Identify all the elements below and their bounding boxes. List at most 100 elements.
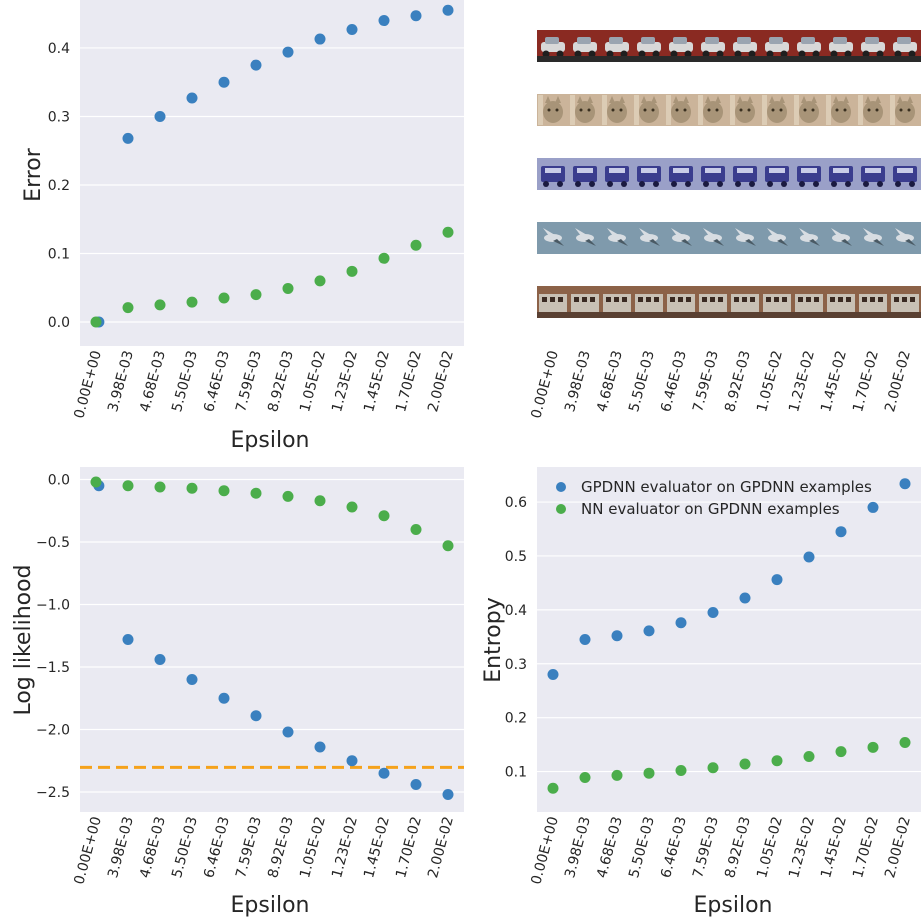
entropy-x-tick-label: 6.46E-03	[658, 815, 690, 880]
loglik-blue-point	[250, 710, 262, 722]
error-x-tick-label: 1.23E-02	[329, 349, 361, 414]
entropy-x-tick-label: 2.00E-02	[882, 815, 914, 880]
red-car-thumbnail	[697, 30, 729, 62]
blue-truck-thumbnail	[569, 158, 601, 190]
entropy-blue-point	[899, 478, 911, 490]
entropy-blue-point	[547, 669, 559, 681]
entropy-chart: 0.1 0.2 0.3 0.4 0.5 0.6 0.00E+00 3.98E-03 4.68E-…	[481, 467, 921, 918]
entropy-blue-point	[611, 630, 623, 642]
entropy-blue-point	[835, 526, 847, 538]
loglik-y-tick-label: −1.0	[36, 598, 70, 614]
blue-truck-thumbnail	[857, 158, 889, 190]
loglik-green-point	[346, 501, 358, 513]
entropy-blue-point	[771, 574, 783, 586]
loglik-x-tick-label: 4.68E-03	[137, 815, 169, 880]
error-x-tick-label: 1.70E-02	[393, 349, 425, 414]
blue-truck-thumbnail	[601, 158, 633, 190]
error-blue-point	[186, 92, 198, 104]
error-green-point	[122, 302, 134, 314]
loglik-blue-point	[378, 767, 390, 779]
image-strip-train	[537, 286, 921, 318]
error-green-point	[250, 289, 262, 301]
loglik-green-point	[250, 487, 262, 499]
cat-thumbnail	[889, 94, 921, 126]
entropy-green-point	[867, 741, 879, 753]
error-blue-point	[410, 10, 422, 22]
train-thumbnail	[729, 286, 761, 318]
bird-thumbnail	[569, 222, 601, 254]
entropy-green-point	[547, 782, 559, 794]
entropy-blue-point	[803, 551, 815, 563]
error-x-tick-label: 2.00E-02	[425, 349, 457, 414]
error-x-tick-label: 4.68E-03	[137, 349, 169, 414]
bird-thumbnail	[601, 222, 633, 254]
bird-thumbnail	[729, 222, 761, 254]
image-strip-x-tick-label: 3.98E-03	[562, 349, 594, 414]
loglik-y-tick-label: −0.5	[36, 535, 70, 551]
entropy-legend-label: NN evaluator on GPDNN examples	[581, 500, 840, 518]
entropy-x-tick-label: 5.50E-03	[626, 815, 658, 880]
loglik-blue-point	[122, 634, 134, 645]
error-green-point	[442, 226, 454, 238]
cat-thumbnail	[665, 94, 697, 126]
image-strip-x-tick-label: 7.59E-03	[690, 349, 722, 414]
train-thumbnail	[665, 286, 697, 318]
loglik-x-tick-label: 3.98E-03	[105, 815, 137, 880]
image-strip-cat	[537, 94, 921, 126]
loglik-y-tick-label: −2.0	[36, 723, 70, 739]
blue-truck-thumbnail	[825, 158, 857, 190]
loglik-x-tick-label: 0.00E+00	[71, 815, 104, 886]
cat-thumbnail	[761, 94, 793, 126]
error-blue-point	[218, 76, 230, 88]
cat-thumbnail	[569, 94, 601, 126]
blue-truck-thumbnail	[633, 158, 665, 190]
error-x-tick-label: 0.00E+00	[71, 349, 104, 420]
loglik-green-point	[314, 495, 326, 507]
red-car-thumbnail	[793, 30, 825, 62]
error-blue-point	[314, 33, 326, 45]
blue-truck-thumbnail	[793, 158, 825, 190]
red-car-thumbnail	[601, 30, 633, 62]
loglik-green-point	[282, 490, 294, 502]
log-likelihood-chart: 0.0 −0.5 −1.0 −1.5 −2.0 −2.50.00E+00 3.98E-03 4…	[11, 467, 464, 918]
entropy-blue-point	[579, 634, 591, 645]
loglik-blue-point	[410, 779, 422, 790]
image-strip-x-tick-label: 1.45E-02	[818, 349, 850, 414]
error-y-tick-label: 0.4	[48, 41, 70, 57]
entropy-green-point	[675, 764, 687, 776]
error-x-tick-label: 1.05E-02	[297, 349, 329, 414]
error-blue-point	[442, 4, 454, 16]
loglik-x-tick-label: 2.00E-02	[425, 815, 457, 880]
error-x-tick-label: 8.92E-03	[265, 349, 297, 414]
entropy-x-tick-label: 4.68E-03	[594, 815, 626, 880]
bird-thumbnail	[697, 222, 729, 254]
error-y-tick-label: 0.1	[48, 247, 70, 263]
entropy-x-tick-label: 1.70E-02	[850, 815, 882, 880]
loglik-green-point	[186, 482, 198, 494]
entropy-green-point	[611, 769, 623, 781]
entropy-legend-marker	[556, 482, 566, 492]
error-y-tick-label: 0.0	[48, 315, 70, 331]
error-x-tick-label: 1.45E-02	[361, 349, 393, 414]
entropy-x-tick-label: 7.59E-03	[690, 815, 722, 880]
cat-thumbnail	[857, 94, 889, 126]
blue-truck-thumbnail	[729, 158, 761, 190]
image-strip-red-car	[537, 30, 921, 62]
entropy-green-point	[739, 758, 751, 770]
blue-truck-thumbnail	[889, 158, 921, 190]
cat-thumbnail	[633, 94, 665, 126]
entropy-y-tick-label: 0.6	[505, 495, 527, 511]
error-green-point	[346, 265, 358, 277]
image-strip-x-tick-label: 4.68E-03	[594, 349, 626, 414]
entropy-x-tick-label: 1.23E-02	[786, 815, 818, 880]
entropy-green-point	[899, 736, 911, 748]
loglik-green-point	[442, 540, 454, 552]
error-green-point	[378, 252, 390, 264]
loglik-blue-point	[282, 726, 294, 738]
loglik-y-tick-label: 0.0	[48, 473, 70, 489]
bird-thumbnail	[857, 222, 889, 254]
loglik-blue-point	[346, 755, 358, 767]
loglik-y-axis-label: Log likelihood	[11, 564, 36, 715]
bird-thumbnail	[889, 222, 921, 254]
error-blue-point	[154, 110, 166, 122]
